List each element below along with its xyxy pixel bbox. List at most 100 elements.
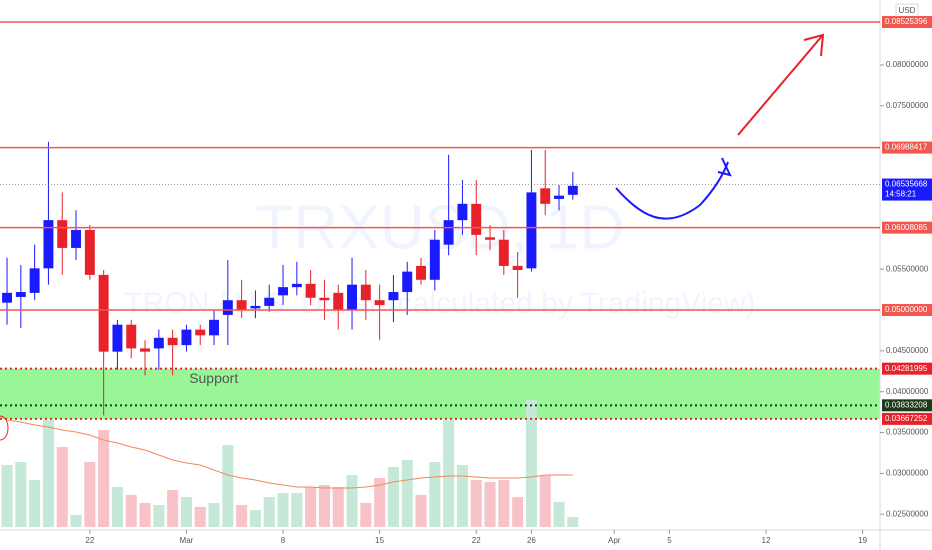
candle-body (236, 300, 247, 311)
volume-bar (15, 462, 27, 527)
volume-bar (360, 503, 372, 527)
volume-bar (236, 505, 248, 527)
volume-bar (98, 430, 110, 527)
candle-body (457, 203, 468, 221)
plot-layer (1, 141, 579, 527)
y-tick-label: 0.07500000 (886, 101, 929, 110)
volume-bar (167, 490, 179, 527)
level-label-box (882, 304, 932, 317)
volume-bar (415, 495, 427, 527)
level-label-box (882, 141, 932, 154)
candle-body (181, 329, 192, 346)
x-tick-label: 8 (281, 536, 286, 545)
y-tick-label: 0.08000000 (886, 60, 929, 69)
volume-bar (139, 503, 151, 527)
last-price-box (882, 178, 932, 201)
volume-bar (429, 462, 441, 527)
candle-body (15, 292, 26, 297)
y-tick-label: 0.03500000 (886, 428, 929, 437)
candle-body (540, 188, 551, 204)
volume-bar (70, 515, 82, 527)
level-label-box (882, 221, 932, 234)
volume-bar (1, 465, 13, 527)
candle-body (264, 297, 275, 306)
candle-body (429, 239, 440, 280)
candle-body (43, 220, 54, 269)
volume-bar (484, 482, 496, 527)
zone-layer (0, 368, 880, 419)
x-tick-label: 22 (85, 536, 94, 545)
candle-body (471, 203, 482, 235)
volume-bar (305, 487, 317, 527)
candle-body (360, 284, 371, 301)
level-label-box (882, 16, 932, 29)
candle-body (222, 300, 233, 315)
candle-body (153, 337, 164, 349)
drawn-arrow (737, 35, 823, 136)
volume-bar (443, 420, 455, 527)
y-tick-label: 0.04500000 (886, 346, 929, 355)
candle-body (209, 319, 219, 336)
x-tick-label: 15 (375, 536, 384, 545)
x-tick-label: Apr (608, 536, 621, 545)
level-label: 0.08525396 (885, 17, 928, 26)
level-label: 0.05000000 (885, 305, 928, 314)
volume-bar (553, 502, 565, 527)
drawn-arrow-head (803, 33, 825, 57)
y-tick-label: 0.03000000 (886, 468, 929, 477)
volume-bar (539, 475, 551, 527)
candle-body (71, 229, 82, 248)
volume-bar (42, 420, 54, 527)
candle-body (319, 297, 330, 301)
candle-body (485, 237, 495, 240)
candle-body (57, 220, 68, 248)
y-tick-label: 0.02500000 (886, 509, 929, 518)
volume-bar (470, 480, 482, 527)
candle-body (29, 268, 40, 293)
level-label: 0.03667252 (885, 414, 928, 423)
candle-body (402, 271, 413, 293)
candle-body (195, 329, 206, 336)
candle-body (250, 305, 261, 309)
volume-bar (291, 493, 303, 527)
level-label: 0.03833208 (885, 400, 928, 409)
volume-bar (222, 445, 234, 527)
volume-bar (249, 510, 261, 527)
candle-body (84, 229, 95, 275)
volume-bar (456, 465, 468, 527)
level-label: 0.04281995 (885, 364, 928, 373)
x-tick-label: 22 (472, 536, 481, 545)
volume-bar (208, 503, 220, 527)
candle-body (2, 292, 13, 303)
candle-body (140, 348, 151, 352)
volume-bar (56, 447, 68, 527)
annotation: Support (189, 370, 238, 386)
drawn-curve (615, 161, 729, 220)
volume-bar (125, 495, 137, 527)
level-label-box (882, 399, 932, 412)
x-tick-label: 5 (667, 536, 672, 545)
volume-bar (567, 517, 579, 527)
level-label-box (882, 362, 932, 375)
x-tick-label: 26 (527, 536, 536, 545)
candle-body (374, 300, 385, 306)
x-tick-label: 12 (762, 536, 771, 545)
x-tick-label: 19 (858, 536, 867, 545)
volume-bar (153, 505, 165, 527)
volume-bar (512, 497, 524, 527)
support-zone (0, 368, 880, 419)
volume-bar (346, 475, 358, 527)
drawn-ellipse (0, 415, 9, 441)
x-tick-label: Mar (180, 536, 194, 545)
volume-bar (374, 478, 386, 527)
volume-bar (111, 487, 123, 527)
level-label-box (882, 412, 932, 425)
volume-bar (194, 507, 206, 527)
volume-bar (332, 487, 344, 527)
candle-body (291, 283, 302, 288)
volume-bar (318, 485, 330, 527)
y-tick-label: 0.04000000 (886, 387, 929, 396)
volume-bar (180, 497, 192, 527)
watermark-description: TRON / U.S. Dollar (calculated by Tradin… (124, 287, 755, 320)
